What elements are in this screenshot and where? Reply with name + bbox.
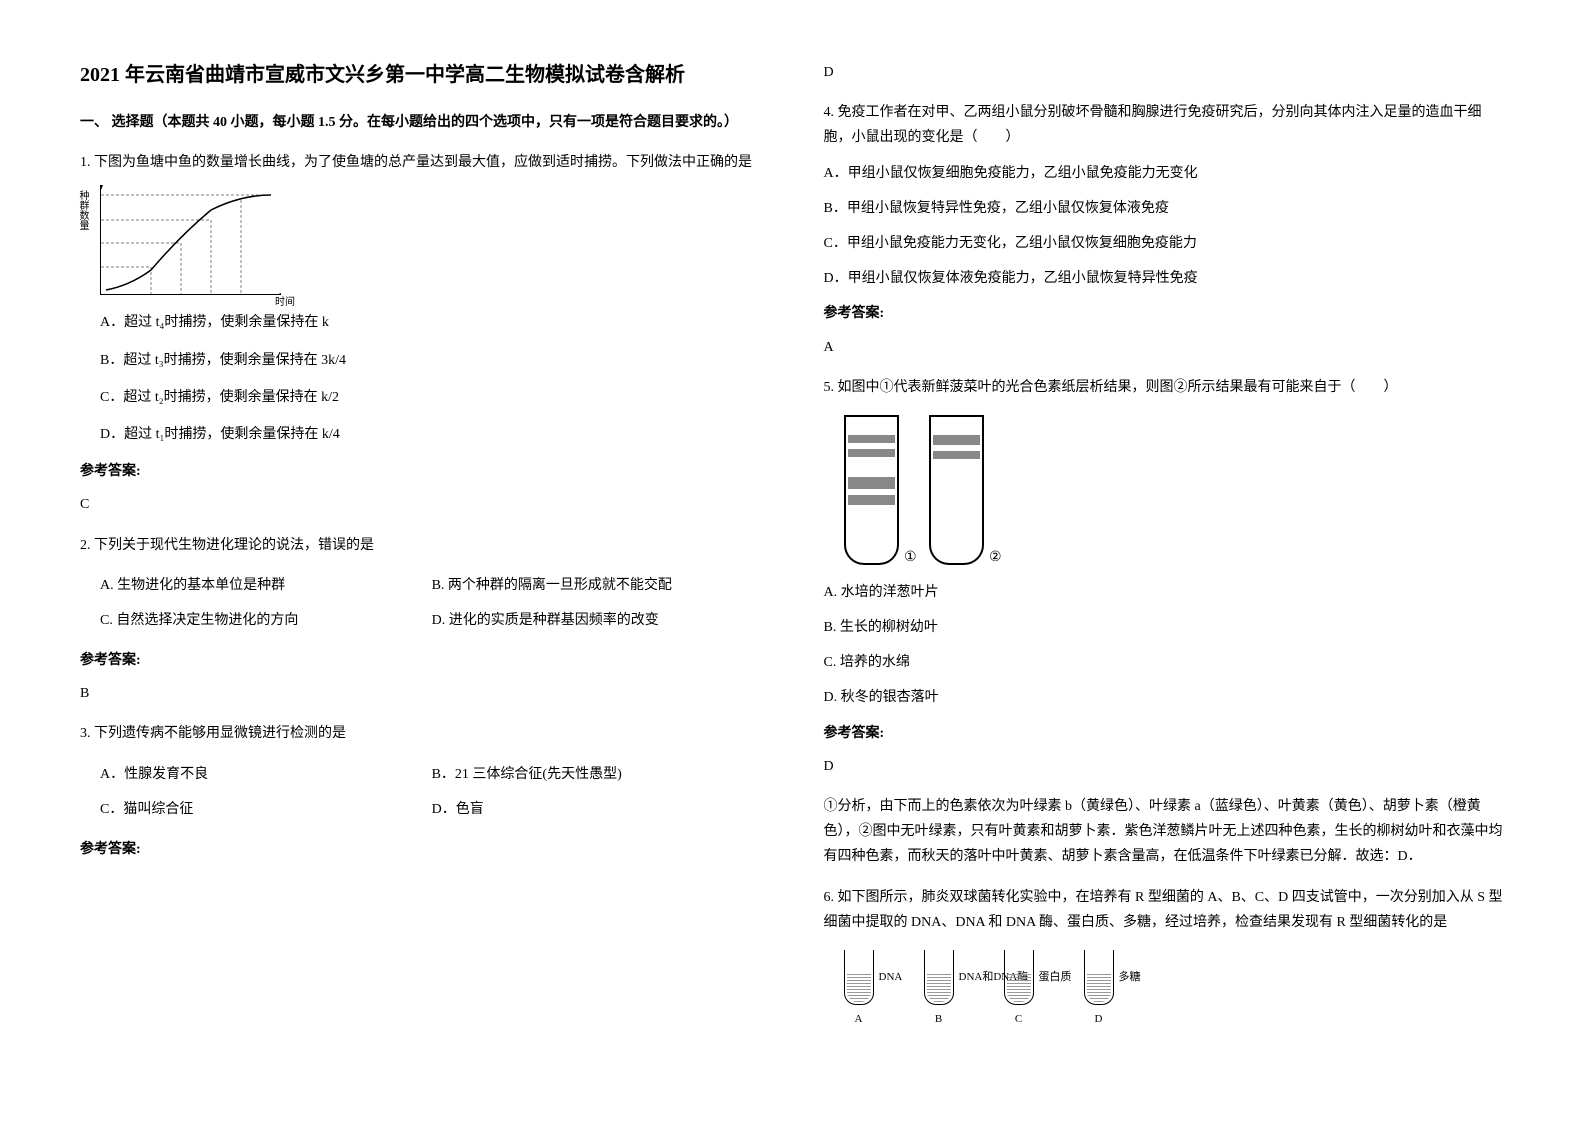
option-d: D．甲组小鼠仅恢复体液免疫能力，乙组小鼠恢复特异性免疫 (824, 266, 1508, 291)
option-c: C．超过 t₂时捕捞，使剩余量保持在 k/2 (80, 385, 764, 410)
question-1: 1. 下图为鱼塘中鱼的数量增长曲线，为了使鱼塘的总产量达到最大值，应做到适时捕捞… (80, 150, 764, 517)
option-b: B．超过 t₃时捕捞，使剩余量保持在 3k/4 (80, 348, 764, 373)
tube-c-letter: C (1004, 1010, 1034, 1030)
right-column: D 4. 免疫工作者在对甲、乙两组小鼠分别破坏骨髓和胸腺进行免疫研究后，分别向其… (824, 60, 1508, 1045)
option-a: A. 水培的洋葱叶片 (824, 580, 1508, 605)
q3-answer-value: D (824, 60, 1508, 85)
option-d: D．超过 t₁时捕捞，使剩余量保持在 k/4 (80, 422, 764, 447)
option-b: B. 生长的柳树幼叶 (824, 615, 1508, 640)
left-column: 2021 年云南省曲靖市宣威市文兴乡第一中学高二生物模拟试卷含解析 一、 选择题… (80, 60, 764, 1045)
answer-label: 参考答案: (824, 301, 1508, 326)
question-3: 3. 下列遗传病不能够用显微镜进行检测的是 A．性腺发育不良 B．21 三体综合… (80, 721, 764, 862)
option-b: B．21 三体综合征(先天性愚型) (412, 762, 740, 787)
question-text: 2. 下列关于现代生物进化理论的说法，错误的是 (80, 533, 764, 558)
question-text: 6. 如下图所示，肺炎双球菌转化实验中，在培养有 R 型细菌的 A、B、C、D … (824, 885, 1508, 935)
option-d: D. 进化的实质是种群基因频率的改变 (412, 608, 740, 633)
page-title: 2021 年云南省曲靖市宣威市文兴乡第一中学高二生物模拟试卷含解析 (80, 60, 764, 90)
test-tube-b: DNA和DNA酶 B (924, 950, 954, 1030)
tube-a-letter: A (844, 1010, 874, 1030)
question-text: 1. 下图为鱼塘中鱼的数量增长曲线，为了使鱼塘的总产量达到最大值，应做到适时捕捞… (80, 150, 764, 175)
test-tube-a: DNA A (844, 950, 874, 1030)
tube-d-label: 多糖 (1119, 968, 1141, 988)
chart-svg (101, 185, 281, 295)
option-c: C. 自然选择决定生物进化的方向 (80, 608, 408, 633)
test-tube-c: 蛋白质 C (1004, 950, 1034, 1030)
tube-2: ② (929, 415, 984, 565)
answer-label: 参考答案: (824, 721, 1508, 746)
tube-d-letter: D (1084, 1010, 1114, 1030)
chromatography-diagram: ① ② (844, 415, 1508, 565)
answer-label: 参考答案: (80, 648, 764, 673)
tube-2-label: ② (989, 545, 1002, 570)
answer-value: B (80, 681, 764, 706)
explanation: ①分析，由下而上的色素依次为叶绿素 b（黄绿色）、叶绿素 a（蓝绿色）、叶黄素（… (824, 794, 1508, 870)
question-text: 3. 下列遗传病不能够用显微镜进行检测的是 (80, 721, 764, 746)
answer-label: 参考答案: (80, 837, 764, 862)
tube-b-letter: B (924, 1010, 954, 1030)
question-2: 2. 下列关于现代生物进化理论的说法，错误的是 A. 生物进化的基本单位是种群 … (80, 533, 764, 707)
chart-x-label: 时间 (275, 294, 295, 312)
tube-1-label: ① (904, 545, 917, 570)
option-c: C．猫叫综合征 (80, 797, 408, 822)
section-title: 一、 选择题（本题共 40 小题，每小题 1.5 分。在每小题给出的四个选项中，… (80, 110, 764, 135)
option-b: B. 两个种群的隔离一旦形成就不能交配 (412, 573, 740, 598)
option-a: A. 生物进化的基本单位是种群 (80, 573, 408, 598)
question-4: 4. 免疫工作者在对甲、乙两组小鼠分别破坏骨髓和胸腺进行免疫研究后，分别向其体内… (824, 100, 1508, 360)
option-a: A．超过 t₄时捕捞，使剩余量保持在 k (80, 310, 764, 335)
answer-value: C (80, 492, 764, 517)
test-tubes-diagram: DNA A DNA和DNA酶 B 蛋白质 C (844, 950, 1508, 1030)
tube-c-label: 蛋白质 (1039, 968, 1072, 988)
test-tube-d: 多糖 D (1084, 950, 1114, 1030)
tube-a-label: DNA (879, 968, 903, 988)
answer-label: 参考答案: (80, 459, 764, 484)
question-6: 6. 如下图所示，肺炎双球菌转化实验中，在培养有 R 型细菌的 A、B、C、D … (824, 885, 1508, 1030)
question-5: 5. 如图中①代表新鲜菠菜叶的光合色素纸层析结果，则图②所示结果最有可能来自于（… (824, 375, 1508, 870)
option-d: D．色盲 (412, 797, 740, 822)
option-a: A．性腺发育不良 (80, 762, 408, 787)
option-c: C．甲组小鼠免疫能力无变化，乙组小鼠仅恢复细胞免疫能力 (824, 231, 1508, 256)
growth-curve-chart: 种群数量 时间 (100, 185, 280, 295)
answer-value: D (824, 754, 1508, 779)
option-b: B．甲组小鼠恢复特异性免疫，乙组小鼠仅恢复体液免疫 (824, 196, 1508, 221)
option-c: C. 培养的水绵 (824, 650, 1508, 675)
option-a: A．甲组小鼠仅恢复细胞免疫能力，乙组小鼠免疫能力无变化 (824, 161, 1508, 186)
answer-value: A (824, 335, 1508, 360)
tube-1: ① (844, 415, 899, 565)
question-text: 5. 如图中①代表新鲜菠菜叶的光合色素纸层析结果，则图②所示结果最有可能来自于（… (824, 375, 1508, 400)
question-text: 4. 免疫工作者在对甲、乙两组小鼠分别破坏骨髓和胸腺进行免疫研究后，分别向其体内… (824, 100, 1508, 150)
chart-y-label: 种群数量 (73, 190, 91, 230)
option-d: D. 秋冬的银杏落叶 (824, 685, 1508, 710)
